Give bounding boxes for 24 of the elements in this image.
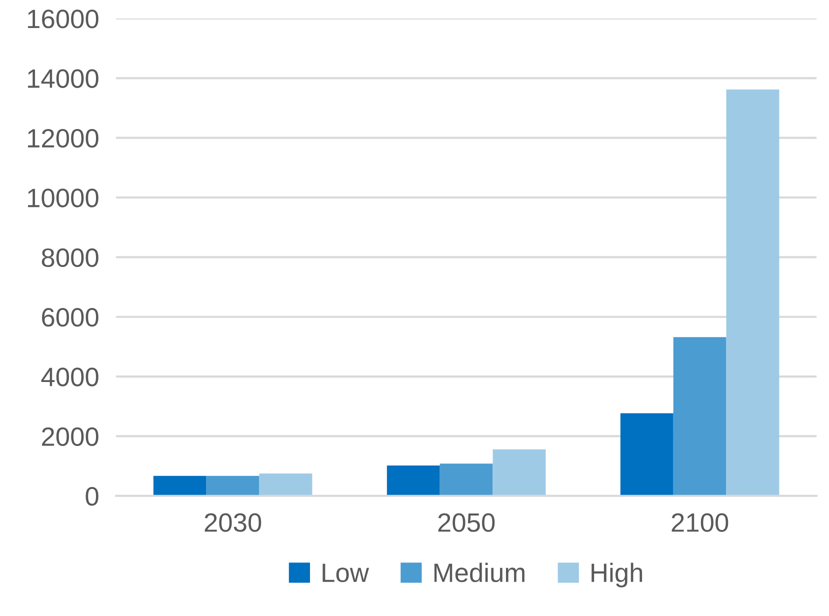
y-tick-label: 4000 — [41, 368, 98, 386]
bar — [673, 337, 726, 496]
bar — [620, 413, 674, 496]
bar — [206, 476, 260, 496]
x-tick-label: 2050 — [438, 513, 495, 532]
y-tick-label: 10000 — [28, 188, 98, 208]
legend-label: High — [592, 562, 642, 588]
legend-label: Medium — [434, 562, 524, 582]
x-tick-label: 2030 — [204, 513, 262, 532]
y-tick-label: 16000 — [28, 10, 98, 28]
y-tick-label: 0 — [86, 487, 98, 506]
y-tick-label: 14000 — [28, 69, 98, 88]
bar — [440, 464, 493, 496]
y-tick-label: 8000 — [42, 248, 98, 267]
bar — [153, 476, 206, 496]
y-tick-label: 6000 — [42, 308, 98, 327]
bar — [386, 465, 440, 496]
legend-label: Low — [322, 564, 370, 582]
x-tick-label: 2100 — [672, 513, 728, 532]
y-tick-label: 12000 — [28, 128, 98, 148]
bar — [492, 449, 546, 496]
bar — [726, 89, 780, 496]
bar — [259, 474, 312, 496]
y-tick-label: 2000 — [42, 427, 98, 446]
